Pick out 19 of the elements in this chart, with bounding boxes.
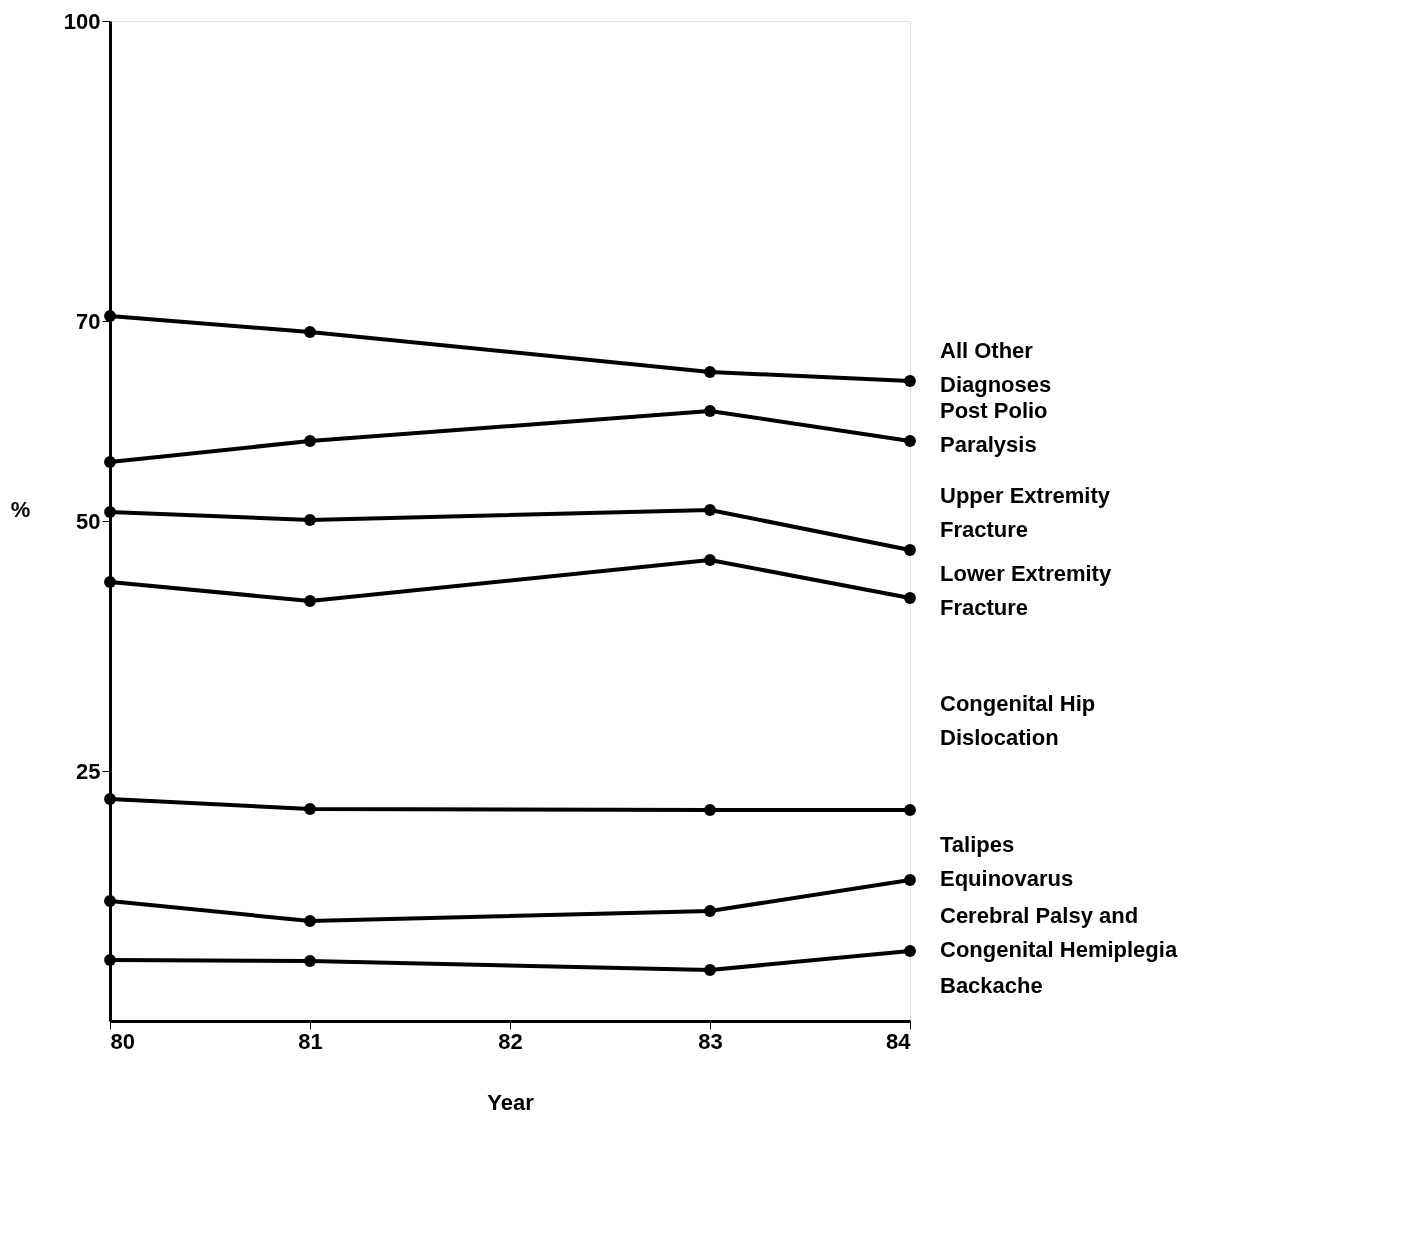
x-axis-title: Year: [487, 1089, 535, 1115]
text: Backache: [940, 973, 1043, 998]
y-tick-label: 100: [63, 8, 101, 34]
x-tick-label: 82: [498, 1028, 523, 1054]
y-tick-label: 25: [76, 758, 101, 784]
x-tick-label: 83: [698, 1028, 723, 1054]
x-tick-label: 84: [886, 1028, 912, 1054]
x-tick-label: 81: [298, 1028, 323, 1054]
text: Congenital Hip Dislocation: [940, 691, 1096, 750]
text: Talipes Equinovarus: [940, 832, 1074, 891]
text: Upper Extremity Fracture: [940, 482, 1111, 542]
text: Post Polio Paralysis: [940, 398, 1048, 457]
text: All Other Diagnoses: [940, 338, 1052, 397]
y-tick-label: 70: [76, 308, 101, 334]
y-tick-label: 50: [76, 508, 101, 534]
x-tick-label: 80: [110, 1028, 135, 1054]
text: Lower Extremity Fracture: [940, 561, 1112, 620]
text: Cerebral Palsy and Congenital Hemiplegia: [940, 902, 1178, 962]
y-axis-title: %: [10, 496, 31, 522]
